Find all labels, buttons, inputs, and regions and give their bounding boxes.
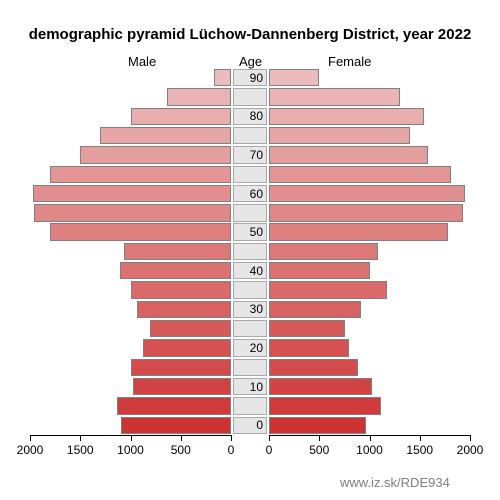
age-box — [233, 320, 267, 337]
source-footer: www.iz.sk/RDE934 — [340, 475, 450, 490]
age-box — [233, 359, 267, 376]
male-bar — [124, 243, 231, 260]
male-bar — [121, 417, 231, 434]
age-box — [233, 397, 267, 414]
female-bar — [269, 223, 448, 240]
age-box — [233, 127, 267, 144]
x-tick-label: 1500 — [62, 443, 98, 457]
female-bar — [269, 69, 319, 86]
female-bar — [269, 320, 345, 337]
male-bar — [137, 301, 231, 318]
male-bar — [167, 88, 231, 105]
column-label-age: Age — [239, 54, 262, 69]
age-box — [233, 88, 267, 105]
x-tick — [30, 435, 31, 441]
age-label: 40 — [233, 264, 263, 278]
female-bar — [269, 146, 428, 163]
pyramid-chart: demographic pyramid Lüchow-Dannenberg Di… — [0, 0, 500, 500]
female-bar — [269, 301, 361, 318]
male-bar — [50, 166, 231, 183]
age-label: 20 — [233, 341, 263, 355]
male-bar — [117, 397, 231, 414]
x-tick-label: 0 — [251, 443, 287, 457]
x-tick — [370, 435, 371, 441]
column-label-female: Female — [328, 54, 371, 69]
male-bar — [131, 281, 232, 298]
age-label: 50 — [233, 225, 263, 239]
x-tick-label: 2000 — [12, 443, 48, 457]
male-bar — [214, 69, 231, 86]
age-label: 80 — [233, 109, 263, 123]
male-bar — [50, 223, 231, 240]
age-label: 60 — [233, 187, 263, 201]
x-tick-label: 500 — [163, 443, 199, 457]
female-bar — [269, 417, 366, 434]
male-bar — [34, 204, 231, 221]
x-tick-label: 1000 — [352, 443, 388, 457]
age-box — [233, 243, 267, 260]
male-bar — [33, 185, 231, 202]
x-tick — [231, 435, 232, 441]
age-label: 0 — [233, 418, 263, 432]
chart-title: demographic pyramid Lüchow-Dannenberg Di… — [0, 26, 500, 43]
x-tick — [181, 435, 182, 441]
x-tick-label: 0 — [213, 443, 249, 457]
female-bar — [269, 281, 387, 298]
female-bar — [269, 378, 372, 395]
age-label: 10 — [233, 380, 263, 394]
male-bar — [150, 320, 231, 337]
female-bar — [269, 359, 358, 376]
female-bar — [269, 397, 381, 414]
male-bar — [133, 378, 231, 395]
x-tick-label: 1000 — [113, 443, 149, 457]
age-box — [233, 281, 267, 298]
age-label: 70 — [233, 148, 263, 162]
age-box — [233, 204, 267, 221]
age-label: 90 — [233, 71, 263, 85]
column-label-male: Male — [128, 54, 156, 69]
x-tick — [269, 435, 270, 441]
male-bar — [100, 127, 231, 144]
female-bar — [269, 108, 424, 125]
female-bar — [269, 204, 463, 221]
female-bar — [269, 262, 370, 279]
male-bar — [120, 262, 231, 279]
female-bar — [269, 243, 378, 260]
male-bar — [131, 108, 232, 125]
x-tick-label: 2000 — [452, 443, 488, 457]
female-bar — [269, 166, 451, 183]
x-tick — [420, 435, 421, 441]
male-bar — [80, 146, 231, 163]
age-box — [233, 166, 267, 183]
x-tick — [470, 435, 471, 441]
female-bar — [269, 185, 465, 202]
age-label: 30 — [233, 302, 263, 316]
male-bar — [143, 339, 231, 356]
x-tick — [80, 435, 81, 441]
x-tick — [319, 435, 320, 441]
female-bar — [269, 127, 410, 144]
female-bar — [269, 339, 349, 356]
female-bar — [269, 88, 400, 105]
x-tick — [131, 435, 132, 441]
x-tick-label: 500 — [301, 443, 337, 457]
male-bar — [131, 359, 232, 376]
x-tick-label: 1500 — [402, 443, 438, 457]
